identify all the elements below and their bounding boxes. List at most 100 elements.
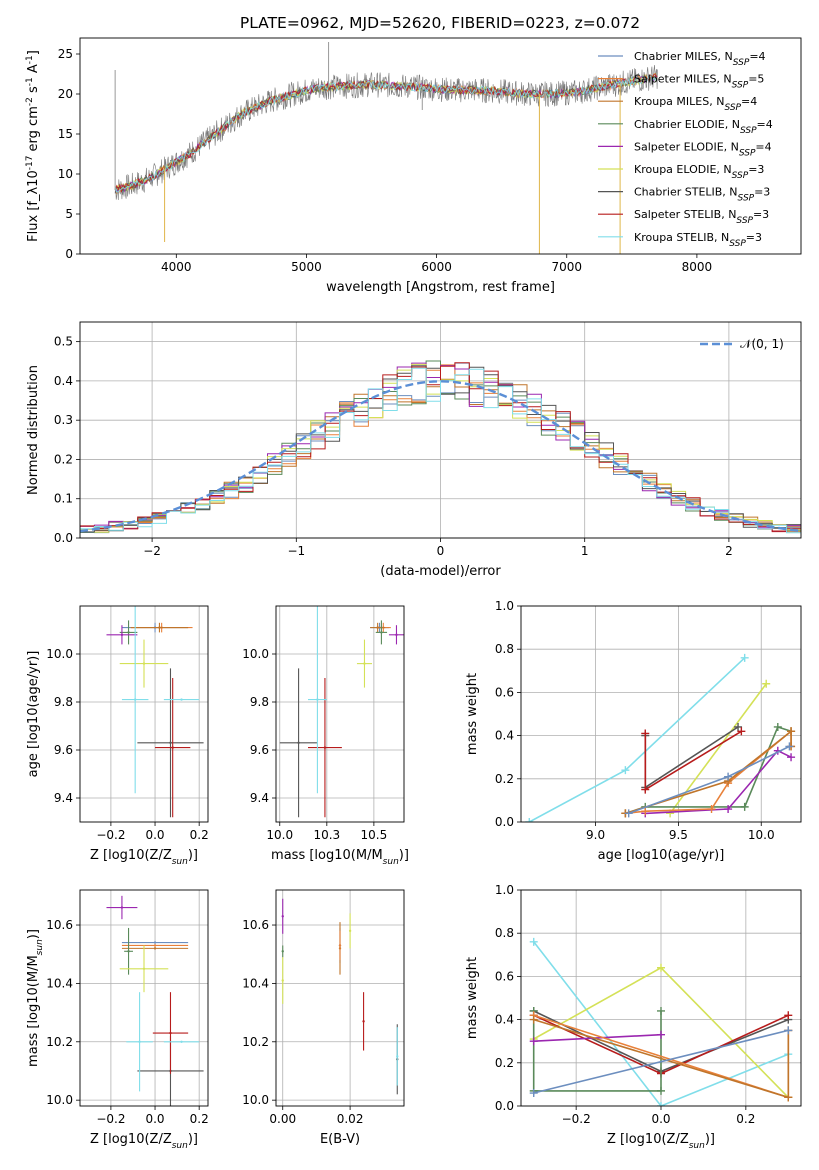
data-point xyxy=(169,1031,172,1035)
model-salpeter-stelib xyxy=(114,73,658,193)
weight-marker xyxy=(784,1011,793,1020)
data-point xyxy=(153,941,157,944)
weight-marker xyxy=(529,1037,538,1046)
weight-line xyxy=(645,749,792,815)
data-point xyxy=(169,741,172,744)
weight-marker xyxy=(773,722,782,731)
y-tick-label: 0.2 xyxy=(495,772,514,786)
axes-frame xyxy=(79,605,209,823)
y-tick-label: 0 xyxy=(65,247,73,261)
weight-marker xyxy=(641,729,650,738)
weight-line xyxy=(533,941,789,1106)
weight-marker xyxy=(529,937,538,946)
data-point xyxy=(153,947,157,950)
data-point xyxy=(133,698,137,701)
x-axis-label: E(B-V) xyxy=(320,1132,360,1147)
y-tick-label: 10.2 xyxy=(46,1035,73,1049)
plot-area-mass-age xyxy=(279,606,404,818)
x-tick-label: 7000 xyxy=(551,260,582,274)
data-point xyxy=(180,698,183,701)
legend-entry: Kroupa MILES, NSSP=4 xyxy=(634,95,757,113)
data-point xyxy=(395,633,398,636)
y-tick-label: 25 xyxy=(58,47,73,61)
x-axis-label: wavelength [Angstrom, rest frame] xyxy=(326,280,555,295)
x-tick-label: 0.00 xyxy=(269,1112,296,1126)
x-axis-label: Z [log10(Z/Zsun)] xyxy=(90,848,198,867)
weight-line xyxy=(625,729,792,815)
data-point xyxy=(396,1055,399,1058)
axes-frame xyxy=(520,889,802,1107)
weight-marker xyxy=(529,1089,538,1098)
data-point xyxy=(323,746,327,749)
weight-marker xyxy=(657,963,665,972)
y-tick-label: 9.8 xyxy=(54,695,73,709)
y-tick-label: 5 xyxy=(65,207,73,221)
y-tick-label: 10.0 xyxy=(242,1093,269,1107)
y-tick-label: 9.4 xyxy=(250,791,269,805)
x-tick-label: 0.0 xyxy=(145,828,164,842)
y-tick-label: 10.4 xyxy=(46,976,73,990)
plot-area-ebv-mass xyxy=(281,898,399,1095)
weight-line xyxy=(533,1029,789,1094)
weight-marker xyxy=(707,805,716,814)
data-point xyxy=(363,662,366,665)
weight-marker xyxy=(529,1015,538,1024)
legend-gaussian: 𝒩(0, 1) xyxy=(740,337,784,351)
weight-marker xyxy=(624,809,633,818)
legend-entry: Kroupa STELIB, NSSP=3 xyxy=(634,231,762,249)
y-axis-label: Normed distribution xyxy=(26,365,41,495)
y-axis-label: Flux [f_λ10-17 erg cm-2 s-1 A-1] xyxy=(25,50,41,242)
x-axis-label: mass [log10(M/Msun)] xyxy=(271,848,409,867)
y-tick-label: 0.3 xyxy=(54,413,73,427)
figure-title: PLATE=0962, MJD=52620, FIBERID=0223, z=0… xyxy=(240,14,640,32)
y-tick-label: 10 xyxy=(58,167,73,181)
x-tick-label: −1 xyxy=(287,544,305,558)
data-point xyxy=(127,950,130,953)
x-tick-label: 0.02 xyxy=(337,1112,364,1126)
y-axis-label: age [log10(age/yr)] xyxy=(26,651,41,778)
axes-frame xyxy=(275,605,405,823)
weight-marker xyxy=(784,1093,793,1102)
x-tick-label: −2 xyxy=(143,544,161,558)
weight-marker xyxy=(784,1026,793,1035)
data-point xyxy=(348,929,352,933)
weight-marker xyxy=(657,1102,665,1106)
axes-frame xyxy=(520,605,802,823)
y-tick-label: 10.0 xyxy=(242,647,269,661)
weight-marker xyxy=(762,679,771,688)
x-tick-label: 10.0 xyxy=(266,828,293,842)
data-point xyxy=(281,950,284,953)
weight-marker xyxy=(657,1006,665,1015)
y-tick-label: 9.6 xyxy=(54,743,73,757)
data-point xyxy=(297,741,300,744)
y-tick-label: 0.4 xyxy=(495,1013,514,1027)
weight-line xyxy=(625,729,792,815)
weight-marker xyxy=(787,753,796,762)
panel-age-weight: 9.0 9.5 10.0 0.0 0.2 0.4 0.6 0.8 1.0 age [log10(a… xyxy=(465,599,802,863)
x-tick-label: 0.0 xyxy=(145,1112,164,1126)
x-tick-label: 5000 xyxy=(291,260,322,274)
x-tick-label: −0.2 xyxy=(96,828,125,842)
weight-marker xyxy=(740,802,749,811)
y-tick-label: 0.2 xyxy=(495,1056,514,1070)
gaussian-curve xyxy=(80,380,801,533)
data-point xyxy=(338,944,342,947)
weight-line xyxy=(528,657,746,822)
y-tick-label: 10.2 xyxy=(242,1035,269,1049)
y-tick-label: 0.8 xyxy=(495,642,514,656)
x-tick-label: 9.5 xyxy=(669,828,688,842)
y-tick-label: 0.6 xyxy=(495,969,514,983)
y-tick-label: 0.0 xyxy=(54,531,73,545)
x-tick-label: 10.3 xyxy=(313,828,340,842)
axes-frame xyxy=(79,321,802,539)
y-tick-label: 9.8 xyxy=(250,695,269,709)
y-axis-label: mass [log10(M/Msun)] xyxy=(26,929,45,1067)
weight-marker xyxy=(641,807,650,816)
y-tick-label: 10.6 xyxy=(46,918,73,932)
weight-marker xyxy=(787,727,796,736)
x-axis-label: Z [log10(Z/Zsun)] xyxy=(90,1132,198,1151)
x-tick-label: 0.2 xyxy=(736,1112,755,1126)
y-tick-label: 9.6 xyxy=(250,743,269,757)
x-tick-label: 6000 xyxy=(421,260,452,274)
weight-marker xyxy=(737,727,746,736)
